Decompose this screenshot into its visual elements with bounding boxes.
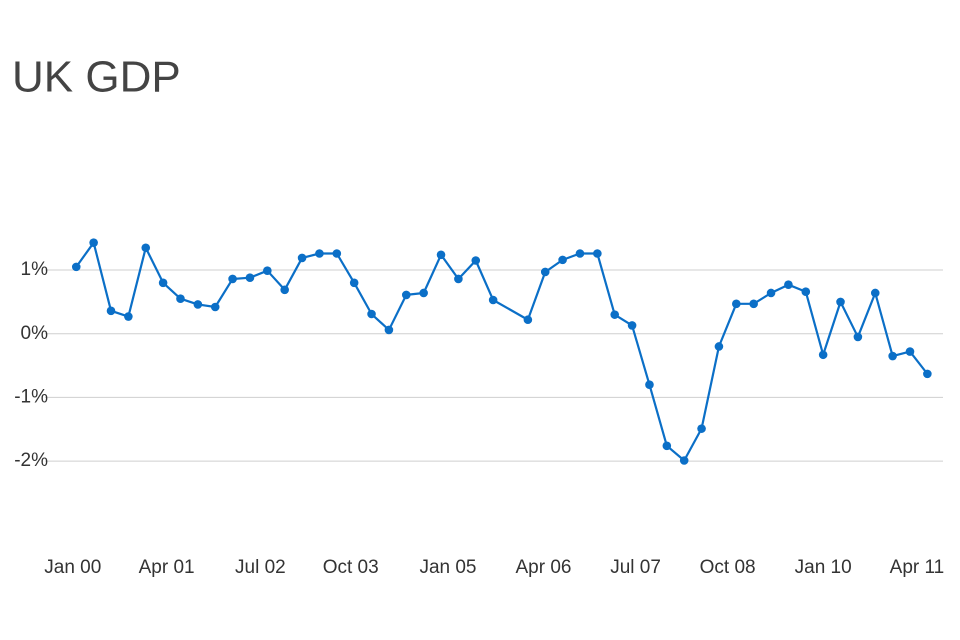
- point: [732, 299, 741, 309]
- point: [332, 249, 342, 258]
- point: [280, 285, 289, 295]
- line: [75, 241, 929, 462]
- point: [749, 299, 758, 309]
- point: [818, 350, 828, 360]
- point: [714, 342, 724, 351]
- x-tick-label: Jan 10: [795, 557, 852, 578]
- point: [471, 256, 481, 265]
- point: [905, 347, 915, 356]
- point: [349, 278, 359, 288]
- point: [610, 310, 620, 319]
- y-tick-label: -1%: [14, 386, 48, 407]
- x-tick-label: Apr 11: [890, 557, 945, 578]
- point: [158, 278, 168, 288]
- x-tick-label: Jan 00: [44, 557, 101, 578]
- point: [124, 312, 133, 321]
- point: [679, 456, 689, 465]
- x-tick-label: Oct 08: [700, 557, 756, 578]
- point: [870, 288, 880, 298]
- x-tick-label: Jul 07: [610, 557, 661, 578]
- point: [71, 262, 81, 272]
- point: [228, 274, 237, 284]
- point: [245, 273, 255, 283]
- point: [401, 290, 411, 300]
- point: [297, 253, 307, 263]
- x-tick-label: Oct 03: [323, 557, 379, 578]
- point: [315, 249, 324, 258]
- point: [888, 351, 897, 361]
- point: [384, 325, 394, 335]
- point: [836, 297, 845, 307]
- x-tick-label: Jul 02: [235, 557, 286, 578]
- point: [593, 249, 602, 258]
- y-tick-label: 0%: [21, 323, 49, 344]
- point: [436, 250, 446, 260]
- point: [540, 267, 550, 277]
- point: [141, 243, 151, 253]
- point: [627, 321, 637, 330]
- point: [801, 287, 811, 297]
- point: [645, 380, 654, 389]
- point: [488, 295, 498, 305]
- point: [106, 306, 116, 316]
- point: [853, 332, 863, 342]
- point: [558, 255, 567, 265]
- point: [697, 424, 706, 433]
- x-tick-label: Apr 01: [139, 557, 195, 578]
- point: [193, 300, 203, 309]
- point: [923, 369, 932, 379]
- point: [176, 294, 185, 304]
- y-tick-label: -2%: [14, 450, 48, 471]
- x-tick-label: Apr 06: [516, 557, 572, 578]
- point: [766, 288, 776, 298]
- point: [210, 302, 220, 312]
- point: [662, 441, 672, 451]
- point: [784, 280, 793, 290]
- point: [367, 309, 376, 319]
- chart-title: UK GDP: [12, 53, 181, 102]
- point: [263, 266, 272, 275]
- y-tick-label: 1%: [21, 259, 49, 280]
- point: [523, 315, 533, 325]
- point: [419, 288, 428, 298]
- point: [89, 238, 98, 247]
- x-tick-label: Jan 05: [419, 557, 476, 578]
- point: [575, 249, 585, 258]
- point: [454, 274, 463, 284]
